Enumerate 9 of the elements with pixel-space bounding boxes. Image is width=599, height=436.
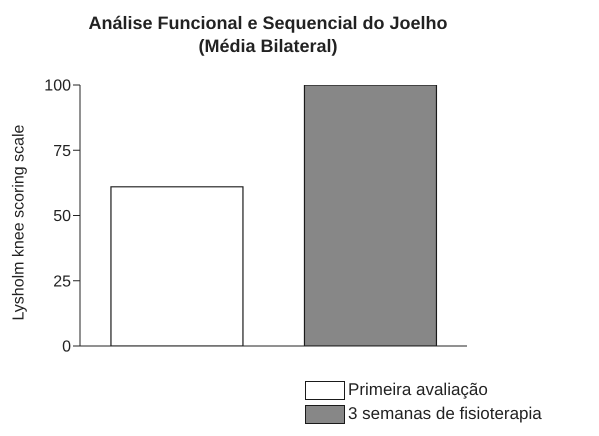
y-axis-title: Lysholm knee scoring scale	[10, 124, 28, 320]
y-tick-label: 75	[53, 142, 72, 160]
legend-label: 3 semanas de fisioterapia	[348, 404, 542, 424]
y-tick-label: 25	[53, 273, 72, 290]
legend-label: Primeira avaliação	[348, 380, 488, 400]
chart-title: Análise Funcional e Sequencial do Joelho (Média Bilateral)	[87, 12, 449, 58]
y-tick-label: 100	[44, 78, 72, 95]
y-tick-label: 50	[53, 208, 72, 226]
y-tick-label: 0	[62, 338, 72, 356]
